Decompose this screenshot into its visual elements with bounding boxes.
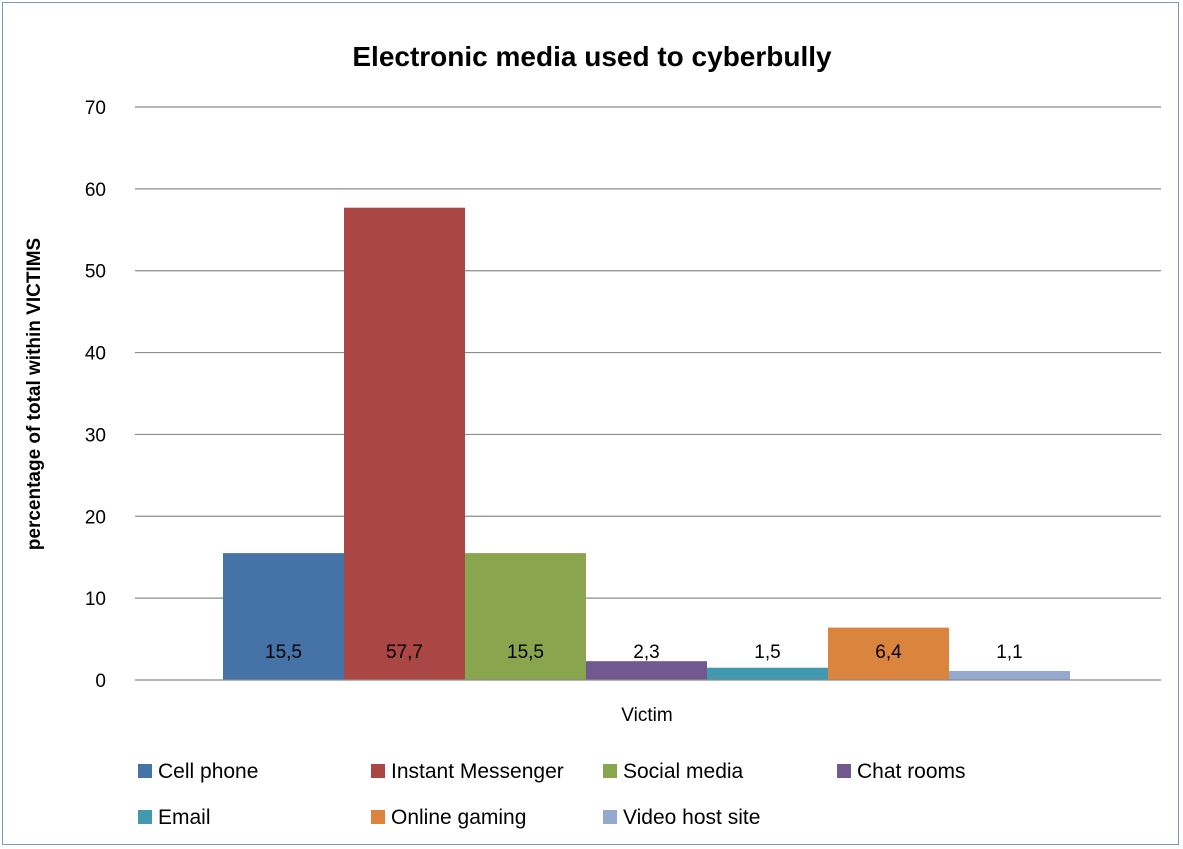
y-tick-label: 20	[85, 507, 106, 528]
y-axis-ticks: 0 10 20 30 40 50 60 70	[85, 98, 106, 692]
chart-title: Electronic media used to cyberbully	[352, 41, 832, 72]
bar-chat-rooms	[586, 661, 707, 680]
legend-label-instant-messenger: Instant Messenger	[391, 760, 564, 783]
legend-swatch-social-media	[603, 764, 617, 778]
legend-swatch-instant-messenger	[371, 764, 385, 778]
data-label-chat-rooms: 2,3	[633, 642, 659, 663]
bar-cell-phone	[223, 553, 344, 680]
legend-label-online-gaming: Online gaming	[391, 806, 526, 829]
bar-video-host-site	[949, 670, 1070, 680]
bar-social-media	[465, 553, 586, 680]
data-label-video-host-site: 1,1	[996, 642, 1022, 663]
data-label-social-media: 15,5	[507, 642, 544, 663]
legend-label-video-host-site: Video host site	[623, 806, 760, 829]
legend: Cell phone Instant Messenger Social media C…	[138, 760, 966, 829]
data-label-cell-phone: 15,5	[265, 642, 302, 663]
legend-label-social-media: Social media	[623, 760, 744, 783]
y-axis-title: percentage of total within VICTIMS	[24, 238, 45, 550]
x-axis-title: Victim	[621, 705, 672, 726]
y-tick-label: 50	[85, 262, 106, 283]
data-labels: 15,5 57,7 15,5 2,3 1,5 6,4 1,1	[265, 642, 1023, 663]
y-tick-label: 0	[95, 671, 106, 692]
data-label-email: 1,5	[754, 642, 780, 663]
y-tick-label: 40	[85, 344, 106, 365]
y-tick-label: 30	[85, 425, 106, 446]
bar-online-gaming	[828, 627, 949, 680]
legend-swatch-video-host-site	[603, 810, 617, 824]
y-tick-label: 70	[85, 98, 106, 119]
legend-label-email: Email	[158, 806, 211, 829]
data-label-instant-messenger: 57,7	[386, 642, 423, 663]
y-tick-label: 60	[85, 180, 106, 201]
bar-instant-messenger	[344, 207, 465, 681]
legend-swatch-online-gaming	[371, 810, 385, 824]
legend-label-chat-rooms: Chat rooms	[857, 760, 966, 783]
legend-swatch-cell-phone	[138, 764, 152, 778]
gridlines	[135, 106, 1161, 599]
legend-swatch-chat-rooms	[837, 764, 851, 778]
legend-label-cell-phone: Cell phone	[158, 760, 258, 783]
bar-email	[707, 667, 828, 680]
data-label-online-gaming: 6,4	[875, 642, 902, 663]
bars	[223, 207, 1070, 681]
legend-swatch-email	[138, 810, 152, 824]
y-tick-label: 10	[85, 589, 106, 610]
